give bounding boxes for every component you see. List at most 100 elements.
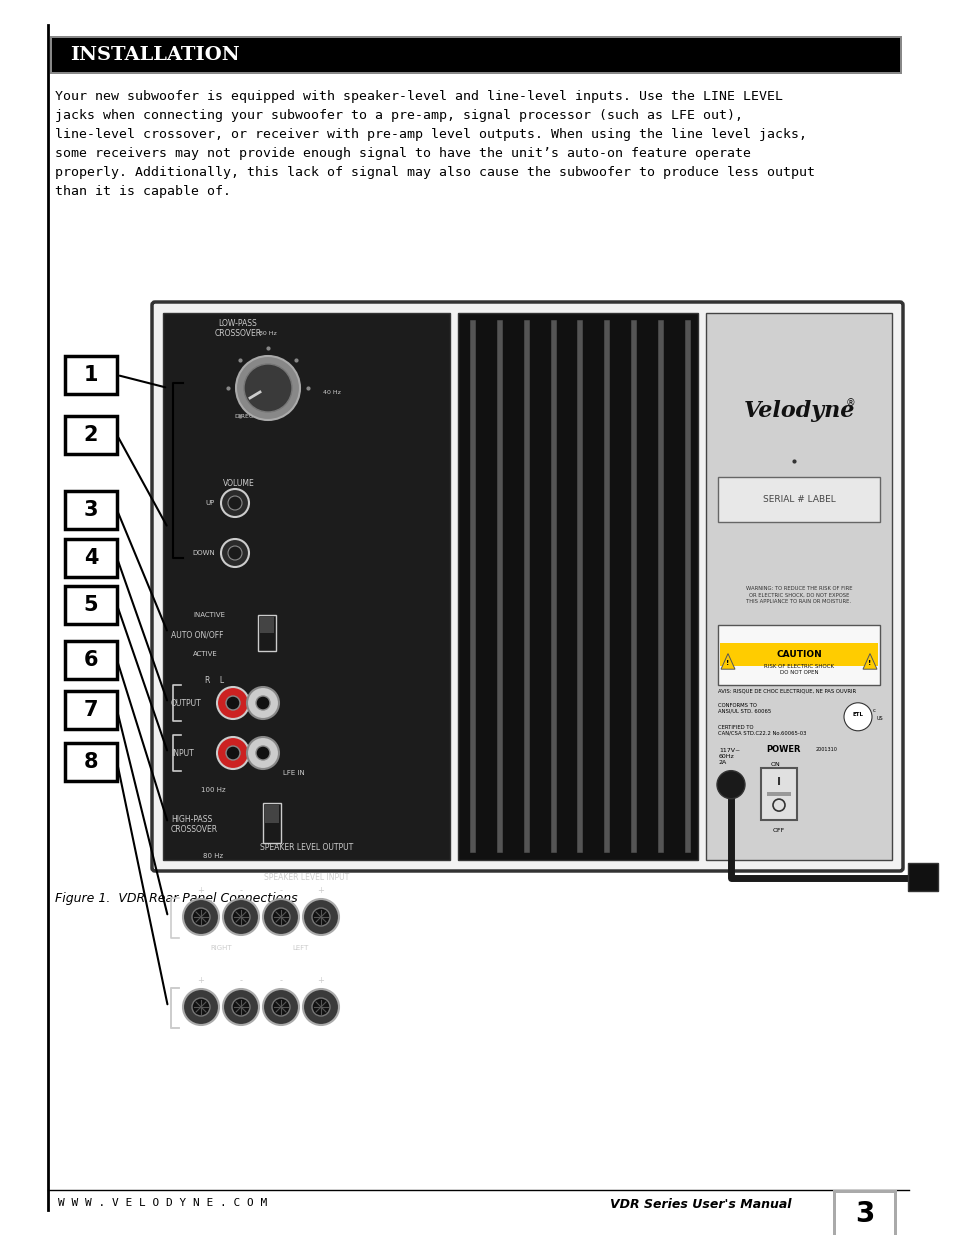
Text: 100 Hz: 100 Hz xyxy=(200,787,225,793)
Text: R    L: R L xyxy=(205,676,224,685)
Text: +: + xyxy=(317,885,324,895)
Text: CONFORMS TO
ANSI/UL STD. 60065: CONFORMS TO ANSI/UL STD. 60065 xyxy=(718,703,770,714)
Text: INSTALLATION: INSTALLATION xyxy=(70,46,239,64)
Text: VOLUME: VOLUME xyxy=(223,479,254,488)
Text: 1: 1 xyxy=(84,366,98,385)
Text: UP: UP xyxy=(206,500,214,506)
Text: AVIS: RISQUE DE CHOC ELECTRIQUE, NE PAS OUVRIR: AVIS: RISQUE DE CHOC ELECTRIQUE, NE PAS … xyxy=(718,689,855,694)
Bar xyxy=(65,585,117,624)
Text: W W W . V E L O D Y N E . C O M: W W W . V E L O D Y N E . C O M xyxy=(58,1198,267,1208)
Text: +: + xyxy=(197,885,204,895)
Text: ®: ® xyxy=(845,399,855,409)
Bar xyxy=(720,642,877,666)
Text: INPUT: INPUT xyxy=(171,748,193,757)
Circle shape xyxy=(255,746,270,760)
Text: 3: 3 xyxy=(84,500,98,520)
Text: ETL: ETL xyxy=(852,713,862,718)
Text: SPEAKER LEVEL OUTPUT: SPEAKER LEVEL OUTPUT xyxy=(259,844,353,852)
Circle shape xyxy=(717,771,744,799)
Text: DIRECT: DIRECT xyxy=(234,414,257,419)
Text: OUTPUT: OUTPUT xyxy=(171,699,201,708)
Text: -: - xyxy=(239,885,242,895)
Text: 3: 3 xyxy=(855,1200,874,1228)
Text: US: US xyxy=(876,716,882,721)
Bar xyxy=(265,805,278,823)
Text: ACTIVE: ACTIVE xyxy=(193,651,217,657)
Circle shape xyxy=(843,703,871,731)
Bar xyxy=(760,768,796,820)
Bar xyxy=(257,615,275,651)
FancyBboxPatch shape xyxy=(152,303,902,871)
Text: -: - xyxy=(239,976,242,986)
Bar xyxy=(50,36,901,74)
Circle shape xyxy=(221,489,249,517)
Circle shape xyxy=(303,989,338,1025)
Circle shape xyxy=(244,364,292,412)
Circle shape xyxy=(247,737,278,769)
Circle shape xyxy=(272,908,290,926)
Circle shape xyxy=(192,998,210,1016)
Circle shape xyxy=(192,908,210,926)
Bar xyxy=(718,625,879,684)
Polygon shape xyxy=(862,653,876,669)
Text: !: ! xyxy=(725,659,729,666)
Bar xyxy=(65,356,117,394)
Circle shape xyxy=(216,687,249,719)
Bar xyxy=(65,416,117,454)
Text: ON: ON xyxy=(770,762,780,767)
Text: CERTIFIED TO
CAN/CSA STD.C22.2 No.60065-03: CERTIFIED TO CAN/CSA STD.C22.2 No.60065-… xyxy=(718,725,805,736)
Text: Velodyne: Velodyne xyxy=(742,400,854,422)
Text: HIGH-PASS
CROSSOVER: HIGH-PASS CROSSOVER xyxy=(171,815,218,835)
Circle shape xyxy=(232,908,250,926)
Text: 4: 4 xyxy=(84,548,98,568)
Circle shape xyxy=(312,908,330,926)
Circle shape xyxy=(303,899,338,935)
Circle shape xyxy=(235,356,299,420)
Bar xyxy=(832,1191,896,1235)
Text: -: - xyxy=(279,976,282,986)
Bar xyxy=(766,792,790,795)
Text: Your new subwoofer is equipped with speaker-level and line-level inputs. Use the: Your new subwoofer is equipped with spea… xyxy=(55,90,814,198)
Text: WARNING: TO REDUCE THE RISK OF FIRE
OR ELECTRIC SHOCK, DO NOT EXPOSE
THIS APPLIA: WARNING: TO REDUCE THE RISK OF FIRE OR E… xyxy=(745,587,851,604)
Circle shape xyxy=(228,496,242,510)
Bar xyxy=(65,492,117,529)
Text: 5: 5 xyxy=(84,595,98,615)
Circle shape xyxy=(255,697,270,710)
Text: INACTIVE: INACTIVE xyxy=(193,613,225,618)
Text: SERIAL # LABEL: SERIAL # LABEL xyxy=(761,495,835,504)
Circle shape xyxy=(223,989,258,1025)
Text: SPEAKER LEVEL INPUT: SPEAKER LEVEL INPUT xyxy=(264,873,349,883)
Text: LFE IN: LFE IN xyxy=(283,769,304,776)
Bar xyxy=(65,641,117,679)
Circle shape xyxy=(263,899,298,935)
Circle shape xyxy=(263,989,298,1025)
Circle shape xyxy=(228,546,242,559)
Bar xyxy=(263,803,281,844)
Text: 40 Hz: 40 Hz xyxy=(323,390,340,395)
Text: c: c xyxy=(872,709,875,714)
Bar xyxy=(907,863,937,890)
Text: POWER: POWER xyxy=(765,745,800,753)
Bar xyxy=(65,538,117,577)
Circle shape xyxy=(223,899,258,935)
Text: LEFT: LEFT xyxy=(293,945,309,951)
Bar xyxy=(705,312,891,860)
Circle shape xyxy=(232,998,250,1016)
Text: RISK OF ELECTRIC SHOCK
DO NOT OPEN: RISK OF ELECTRIC SHOCK DO NOT OPEN xyxy=(763,663,833,674)
Bar xyxy=(163,312,450,860)
Text: 6: 6 xyxy=(84,650,98,671)
Text: OFF: OFF xyxy=(772,827,784,832)
Bar xyxy=(52,38,899,72)
Text: 80 Hz: 80 Hz xyxy=(259,331,276,336)
Bar xyxy=(718,477,879,522)
Bar xyxy=(457,312,698,860)
Text: 2001310: 2001310 xyxy=(815,747,836,752)
Text: 8: 8 xyxy=(84,752,98,772)
Text: -: - xyxy=(279,885,282,895)
Circle shape xyxy=(272,998,290,1016)
Circle shape xyxy=(312,998,330,1016)
Circle shape xyxy=(226,697,240,710)
Text: 2: 2 xyxy=(84,425,98,445)
Text: 7: 7 xyxy=(84,700,98,720)
Text: !: ! xyxy=(867,659,871,666)
